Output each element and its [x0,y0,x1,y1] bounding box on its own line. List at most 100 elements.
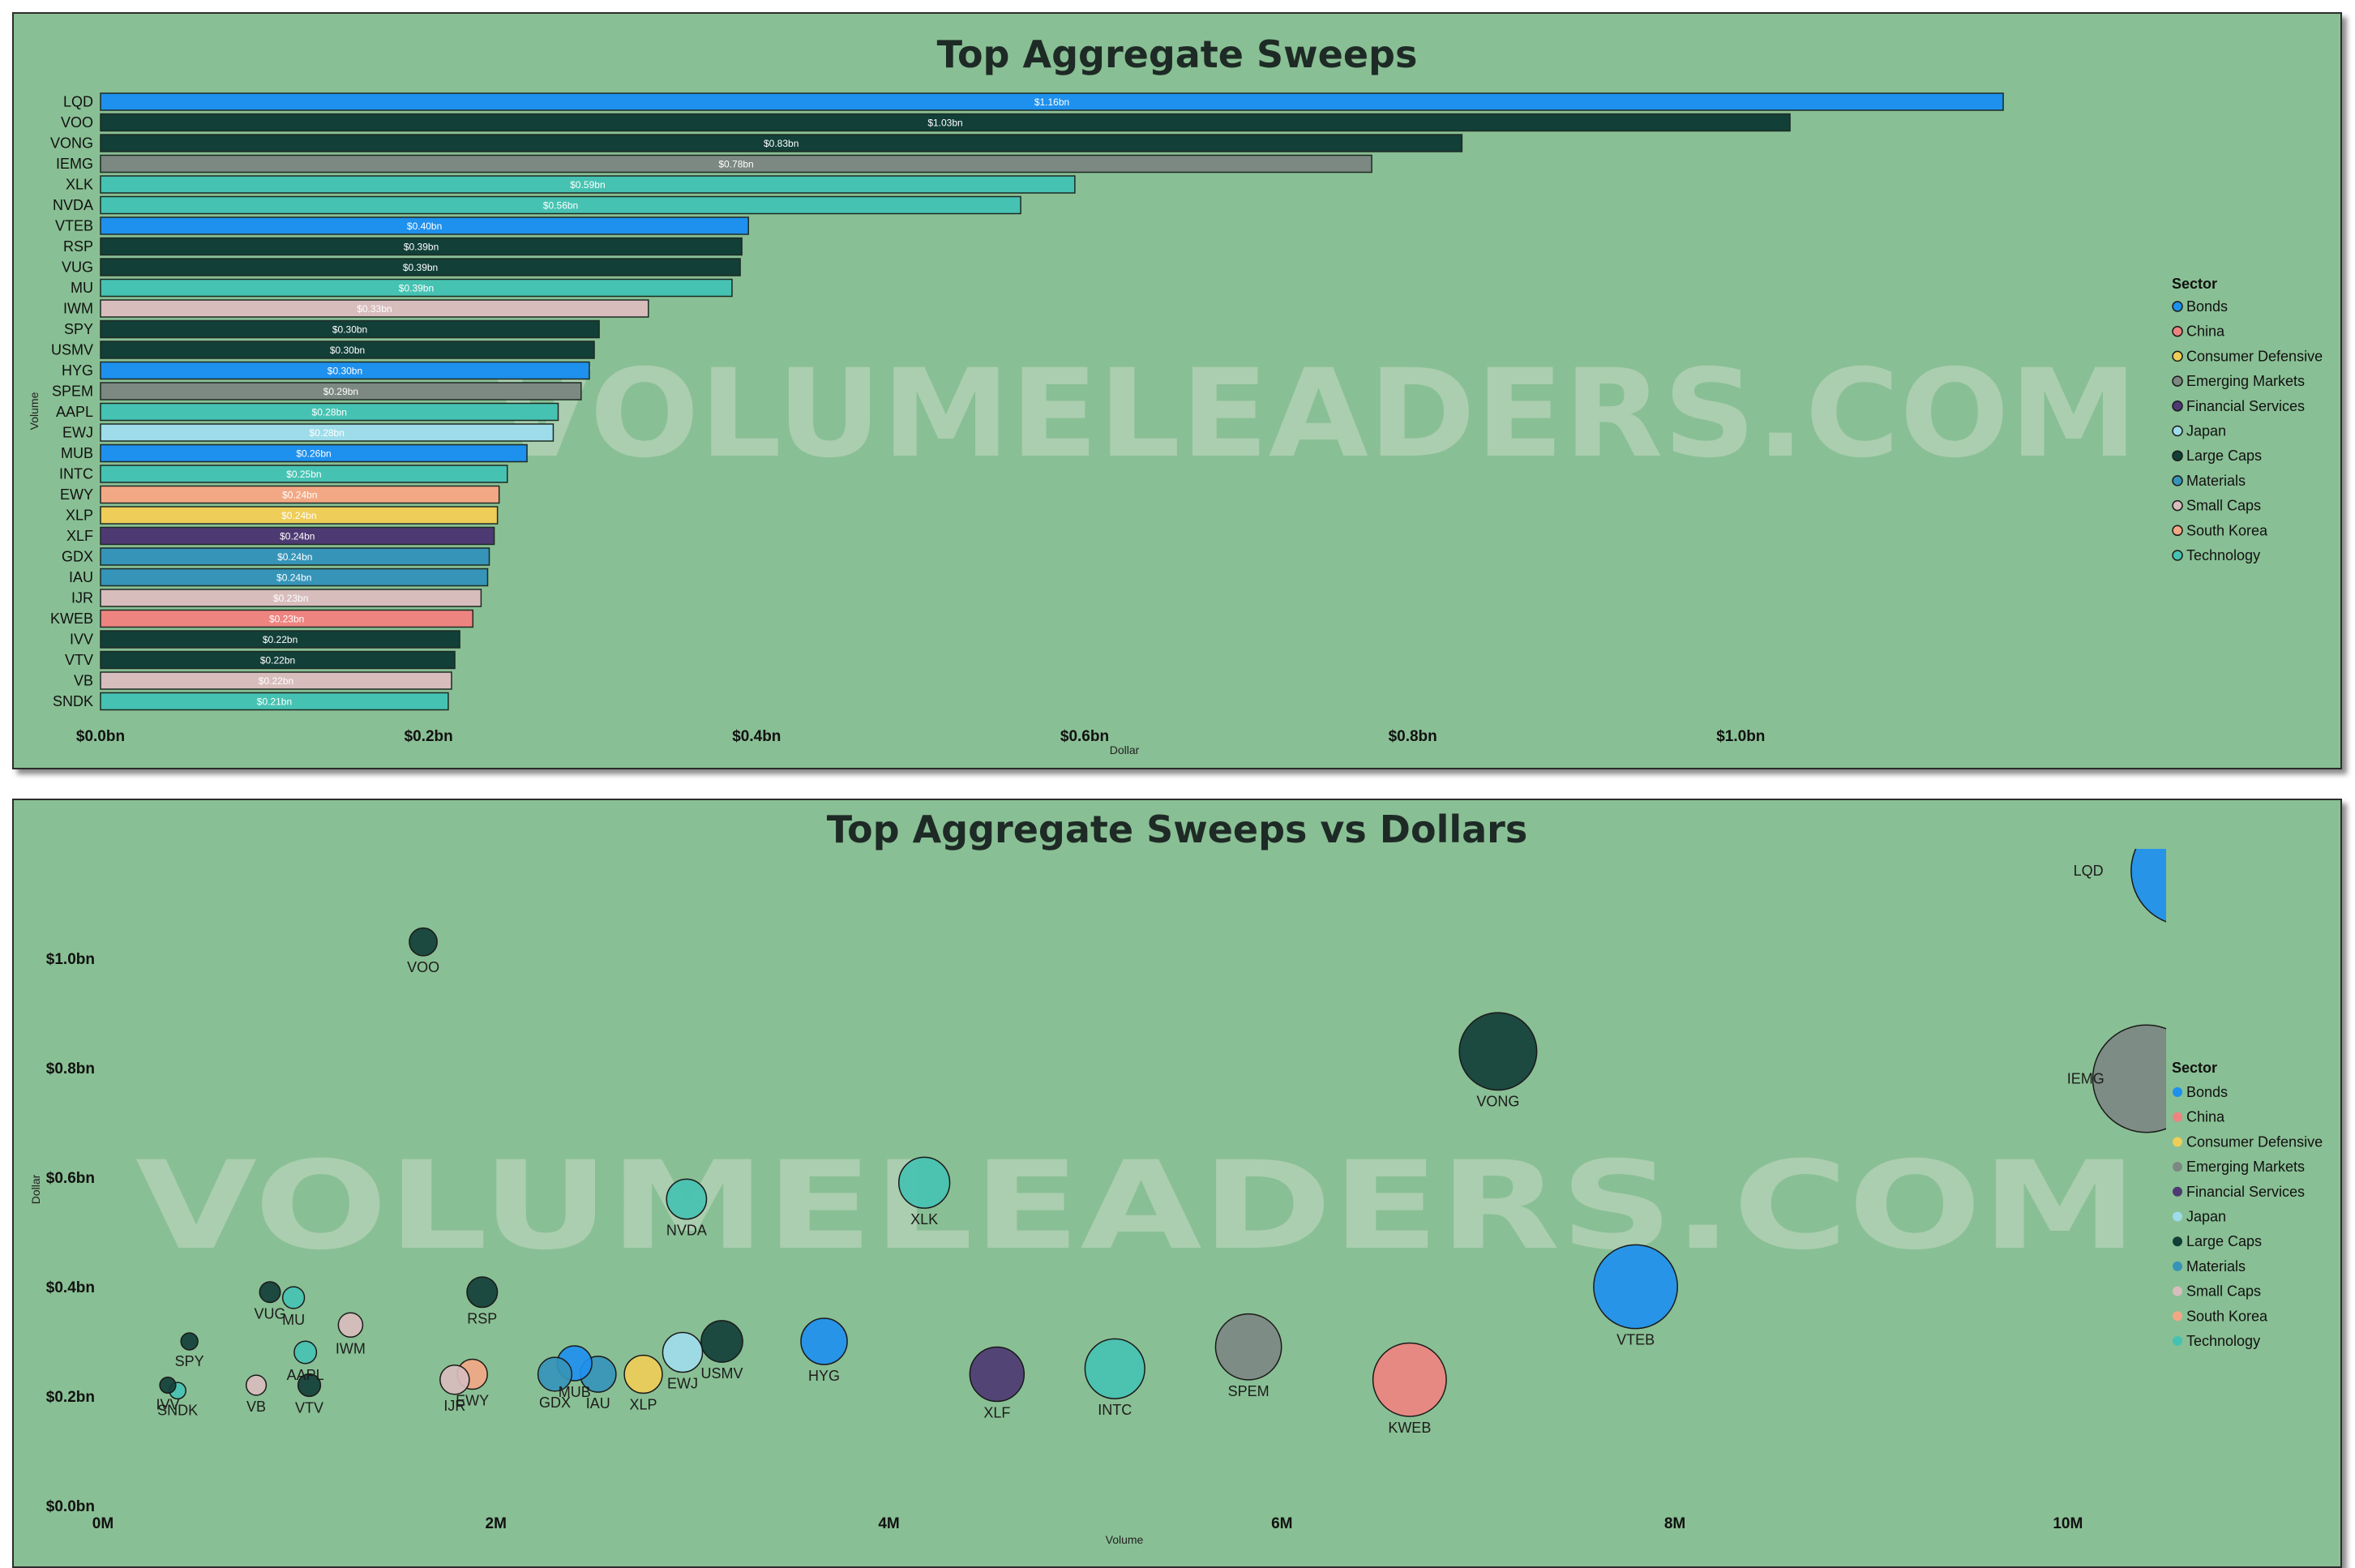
x-tick-label: $0.4bn [732,728,781,745]
legend-marker [2173,1087,2182,1097]
category-label: EWJ [62,425,93,441]
points [159,849,2166,1417]
point-label: USMV [700,1365,743,1382]
x-axis-ticks: 0M 2M 4M 6M 8M 10M [92,1515,2083,1532]
x-tick-label: $1.0bn [1716,728,1765,745]
x-tick-label: 8M [1664,1515,1685,1532]
category-label: IVV [70,632,93,648]
point-label: AAPL [287,1367,324,1383]
y-axis-title: Volume [28,392,41,430]
x-tick-label: $0.2bn [405,728,453,745]
legend-item: Bonds [2186,298,2228,315]
point-label: IWM [336,1340,366,1356]
category-label: VONG [50,135,93,152]
x-tick-label: 4M [878,1515,899,1532]
legend-item: Financial Services [2186,398,2305,414]
legend-marker [2172,475,2183,486]
point-label: MU [282,1312,305,1328]
data-label: $0.30bn [328,366,362,377]
bar-spy [100,319,600,339]
legend-marker [2172,350,2183,362]
bar-xlk [100,175,1076,194]
data-label: $0.25bn [286,469,321,480]
bar-gdx [100,547,490,566]
data-label: $0.39bn [399,283,434,294]
point-label: XLK [910,1211,938,1227]
point-mu [281,1286,306,1309]
legend-title: Sector [2172,276,2217,292]
category-label: XLF [66,528,93,544]
legend-marker [2172,301,2183,312]
point-label: VONG [1476,1094,1519,1110]
bar-mub [100,443,528,463]
bar-iwm [100,299,649,318]
legend-item: Emerging Markets [2186,373,2305,389]
y-tick-label: $1.0bn [46,951,95,968]
data-label: $0.39bn [403,262,438,273]
point-label: GDX [539,1394,571,1411]
legend-marker [2173,1162,2182,1172]
legend-title: Sector [2172,1060,2217,1076]
point-spem [1214,1313,1282,1381]
y-tick-label: $0.0bn [46,1498,95,1515]
legend-marker [2172,425,2183,437]
legend-marker [2172,499,2183,512]
category-label: VTEB [55,218,93,234]
point-label: KWEB [1388,1420,1431,1436]
legend-marker [2173,1186,2182,1197]
bar-rsp [100,237,743,256]
point-ivv [159,1376,177,1394]
data-label: $0.30bn [330,345,365,356]
point-rsp [466,1276,499,1309]
point-xlk [897,1156,951,1209]
point-intc [1084,1338,1145,1399]
bar-xlp [100,506,499,525]
legend-marker [2172,525,2183,537]
bar-lqd [100,92,2004,111]
x-tick-label: $0.8bn [1389,728,1437,745]
point-label: VOO [407,959,439,975]
point-label: IVV [156,1396,179,1412]
y-tick-label: $0.6bn [46,1170,95,1187]
point-label: SPEM [1228,1383,1270,1399]
category-label: HYG [62,362,93,379]
category-label: AAPL [56,404,93,420]
point-gdx [537,1356,573,1392]
x-tick-label: $0.6bn [1060,728,1109,745]
data-label: $0.22bn [259,675,293,687]
point-hyg [800,1317,848,1365]
legend-item: Materials [2186,473,2246,489]
y-axis-ticks: $0.0bn $0.2bn $0.4bn $0.6bn $0.8bn $1.0bn [46,951,95,1515]
category-label: VOO [61,114,93,131]
data-label: $0.40bn [407,221,442,232]
category-label: MU [71,280,93,296]
category-label: LQD [63,94,93,110]
data-label: $0.26bn [296,448,331,460]
y-tick-label: $0.2bn [46,1389,95,1406]
category-label: SPEM [52,383,93,400]
bar-mu [100,278,733,298]
legend-marker [2172,450,2183,461]
data-label: $0.24bn [281,510,316,521]
point-label: EWJ [667,1376,698,1392]
legend-item: Materials [2186,1258,2246,1275]
legend-marker [2173,1261,2182,1271]
point-label: INTC [1098,1402,1132,1418]
point-ijr [439,1364,470,1395]
bar-hyg [100,361,590,380]
point-label: IJR [443,1398,465,1414]
bar-vong [100,134,1463,152]
y-axis-title: Dollar [29,1174,42,1204]
point-vug [259,1281,281,1304]
data-label: $0.59bn [570,179,605,191]
watermark: VOLUMELEADERS.COM [135,1136,2138,1277]
category-label: MUB [61,445,93,461]
chart-title: Top Aggregate Sweeps vs Dollars [827,808,1527,851]
y-axis-categories: LQD VOO VONG IEMG XLK NVDA VTEB RSP VUG MU IWM SPY U… [50,94,93,710]
legend-marker [2172,401,2183,412]
bar-ivv [100,630,460,649]
category-label: VB [74,673,93,689]
point-label: IEMG [2067,1071,2105,1087]
watermark-text: VOLUMELEADERS.COM [135,1136,2138,1277]
